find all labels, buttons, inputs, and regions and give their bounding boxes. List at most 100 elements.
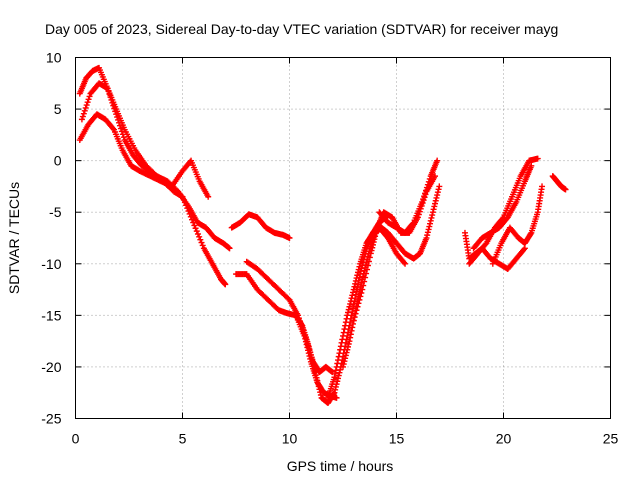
data-point xyxy=(427,220,434,227)
series-arc-7 xyxy=(292,214,389,407)
data-point xyxy=(356,263,363,270)
data-point xyxy=(358,290,365,297)
y-tick-labels: -25 -20 -15 -10 -5 0 5 10 xyxy=(41,50,61,427)
data-point xyxy=(363,270,370,277)
series-arc-11 xyxy=(376,157,441,236)
data-point xyxy=(345,341,352,348)
data-point xyxy=(342,322,349,329)
data-point xyxy=(337,346,344,353)
x-tick-label: 0 xyxy=(72,431,80,447)
data-point xyxy=(344,309,351,316)
data-point xyxy=(562,186,569,193)
data-point xyxy=(341,358,348,365)
data-point xyxy=(353,275,360,282)
data-point xyxy=(342,319,349,326)
data-point xyxy=(426,223,433,230)
series-arc-16 xyxy=(549,173,569,193)
data-point xyxy=(315,380,322,387)
data-point xyxy=(310,363,317,370)
y-tick-label: 0 xyxy=(54,153,62,169)
data-point xyxy=(357,293,364,300)
data-point xyxy=(434,192,441,199)
data-point xyxy=(191,222,198,229)
data-point xyxy=(365,258,372,265)
data-point xyxy=(373,227,380,234)
data-point xyxy=(432,197,439,204)
data-point xyxy=(341,326,348,333)
data-point xyxy=(311,366,318,373)
data-point xyxy=(409,220,416,227)
data-point xyxy=(347,334,354,341)
data-point xyxy=(367,250,374,257)
data-point xyxy=(226,245,233,252)
data-point xyxy=(333,363,340,370)
data-point xyxy=(82,104,89,111)
data-point xyxy=(355,300,362,307)
data-point xyxy=(317,389,324,396)
data-point xyxy=(343,315,350,322)
data-point xyxy=(340,363,346,370)
data-point xyxy=(344,343,351,350)
data-point xyxy=(364,262,371,269)
data-point xyxy=(347,331,354,338)
data-point xyxy=(527,230,534,237)
data-point xyxy=(353,307,360,314)
data-point xyxy=(422,187,429,194)
data-point xyxy=(336,369,343,376)
data-point xyxy=(348,295,355,302)
data-point xyxy=(346,303,353,310)
data-point xyxy=(432,200,439,207)
data-point xyxy=(420,196,427,203)
data-point xyxy=(192,225,199,232)
data-point xyxy=(433,194,440,201)
data-point xyxy=(344,312,351,319)
data-point xyxy=(196,233,203,240)
data-point xyxy=(347,300,354,307)
data-point xyxy=(78,116,85,123)
data-point xyxy=(85,96,92,103)
data-point xyxy=(361,278,368,285)
series-arc-15 xyxy=(489,183,546,267)
data-point xyxy=(534,155,541,162)
data-point xyxy=(520,246,527,253)
data-point xyxy=(350,317,357,324)
data-point xyxy=(349,324,356,331)
chart-title: Day 005 of 2023, Sidereal Day-to-day VTE… xyxy=(45,21,558,37)
data-points xyxy=(76,64,569,407)
data-point xyxy=(349,289,356,296)
data-point xyxy=(434,157,441,164)
data-point xyxy=(307,349,314,356)
x-tick-label: 10 xyxy=(282,431,298,447)
data-point xyxy=(344,346,351,353)
data-point xyxy=(372,233,379,240)
data-point xyxy=(430,206,437,213)
data-point xyxy=(306,346,313,353)
data-point xyxy=(349,292,356,299)
data-point xyxy=(314,377,321,384)
data-point xyxy=(340,332,346,339)
data-point xyxy=(372,230,379,237)
data-point xyxy=(332,367,339,374)
data-point xyxy=(368,247,375,254)
data-point xyxy=(193,228,200,235)
series-arc-4 xyxy=(228,211,293,241)
y-tick-label: 10 xyxy=(46,50,62,66)
data-point xyxy=(117,125,124,132)
data-point xyxy=(521,245,528,252)
data-point xyxy=(424,181,431,188)
data-point xyxy=(79,113,86,120)
data-point xyxy=(335,375,342,382)
data-point xyxy=(429,209,436,216)
data-point xyxy=(339,336,346,343)
x-tick-labels: 0 5 10 15 20 25 xyxy=(72,431,619,447)
data-point xyxy=(342,352,349,359)
data-point xyxy=(335,353,342,360)
data-point xyxy=(332,370,339,377)
data-point xyxy=(336,350,343,357)
y-tick-label: 5 xyxy=(54,101,62,117)
plot-frame xyxy=(75,57,611,419)
data-point xyxy=(364,266,371,273)
data-point xyxy=(309,357,316,364)
data-point xyxy=(427,217,434,224)
data-point xyxy=(222,281,229,288)
